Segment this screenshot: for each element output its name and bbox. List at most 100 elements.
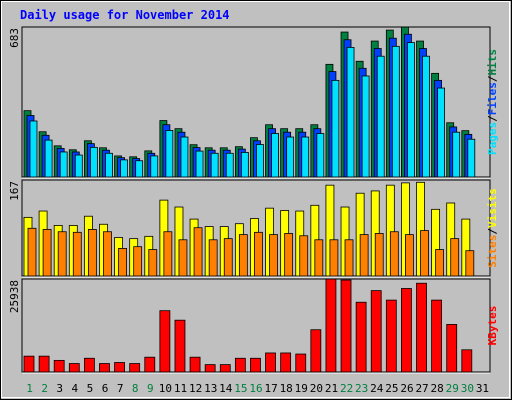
y-tick-label: 25938 (8, 280, 21, 313)
bar (174, 319, 186, 373)
bar (89, 146, 98, 178)
bar (269, 234, 278, 277)
bar (316, 133, 325, 178)
legend-entry: Sites (486, 235, 499, 268)
bar (465, 250, 475, 277)
bar (208, 239, 218, 277)
x-tick-label: 13 (204, 382, 217, 395)
bar (99, 363, 110, 373)
bar (435, 249, 445, 277)
bar (389, 231, 399, 277)
x-tick-label: 19 (295, 382, 308, 395)
legend-entry: Files (486, 82, 499, 115)
bar (29, 120, 38, 178)
bar (144, 356, 156, 373)
bar (219, 364, 231, 373)
bar (256, 144, 264, 178)
bar (385, 299, 397, 373)
bar (204, 364, 216, 373)
bar (44, 139, 53, 178)
bar (355, 301, 367, 373)
legend-entry: KBytes (486, 306, 499, 346)
x-tick-label: 18 (280, 382, 293, 395)
bar (265, 352, 276, 373)
x-tick-label: 26 (400, 382, 413, 395)
chart-title: Daily usage for November 2014 (20, 8, 230, 22)
bar (299, 235, 309, 277)
x-tick-label: 12 (189, 382, 202, 395)
bar (331, 79, 340, 178)
bar (240, 152, 249, 178)
bar (437, 87, 446, 178)
plot-area (21, 278, 491, 373)
x-tick-label: 22 (340, 382, 353, 395)
x-tick-label: 9 (147, 382, 154, 395)
bar (42, 229, 52, 277)
bar (405, 234, 414, 277)
bar (376, 55, 385, 178)
x-tick-label: 25 (385, 382, 398, 395)
bar (344, 239, 354, 277)
x-tick-label: 1 (26, 382, 33, 395)
bar (431, 299, 443, 373)
x-tick-label: 17 (264, 382, 277, 395)
bar (238, 234, 248, 277)
bar (23, 355, 35, 373)
bar (370, 290, 382, 373)
bar (57, 231, 67, 277)
bar (210, 152, 219, 178)
bar (163, 231, 173, 277)
x-tick-label: 4 (72, 382, 79, 395)
bar (114, 362, 125, 373)
bar (401, 288, 412, 373)
bar (195, 150, 204, 178)
bar (284, 233, 294, 277)
bar (422, 55, 430, 178)
bar (295, 353, 307, 373)
legend-separator: / (486, 75, 499, 82)
bar (53, 359, 65, 373)
bar (407, 42, 415, 178)
bar (59, 151, 68, 178)
bar (329, 239, 339, 277)
legend-entry: Pages (486, 122, 499, 155)
legend: Pages/Files/Hits (486, 49, 499, 155)
legend-separator: / (486, 228, 499, 235)
x-tick-label: 20 (310, 382, 323, 395)
bar (374, 233, 384, 277)
bar (133, 246, 143, 277)
bar (280, 352, 292, 373)
legend-entry: Visits (486, 188, 499, 228)
bar (135, 160, 144, 178)
bar (361, 75, 370, 178)
y-tick-label: 683 (8, 28, 21, 48)
bar (27, 227, 37, 277)
bar (189, 356, 201, 373)
y-tick-label: 167 (8, 181, 21, 201)
bar (103, 231, 112, 277)
x-tick-label: 11 (174, 382, 187, 395)
bar (68, 363, 80, 373)
bar (446, 324, 458, 373)
x-tick-label: 2 (41, 382, 48, 395)
bar (325, 278, 337, 373)
bar (346, 47, 355, 178)
legend: KBytes (486, 306, 499, 346)
legend-separator: / (486, 115, 499, 122)
x-tick-label: 7 (117, 382, 124, 395)
bar (250, 357, 261, 373)
bar (105, 152, 113, 178)
legend: Sites/Visits (486, 188, 499, 268)
bar (87, 229, 97, 277)
bar (452, 131, 461, 178)
bar (223, 238, 233, 277)
bar (120, 159, 128, 178)
x-tick-label: 24 (370, 382, 384, 395)
bar (178, 239, 188, 277)
bar (450, 238, 460, 277)
bar (420, 230, 429, 277)
bar (461, 349, 473, 373)
bar (83, 357, 95, 373)
bar (467, 138, 476, 178)
